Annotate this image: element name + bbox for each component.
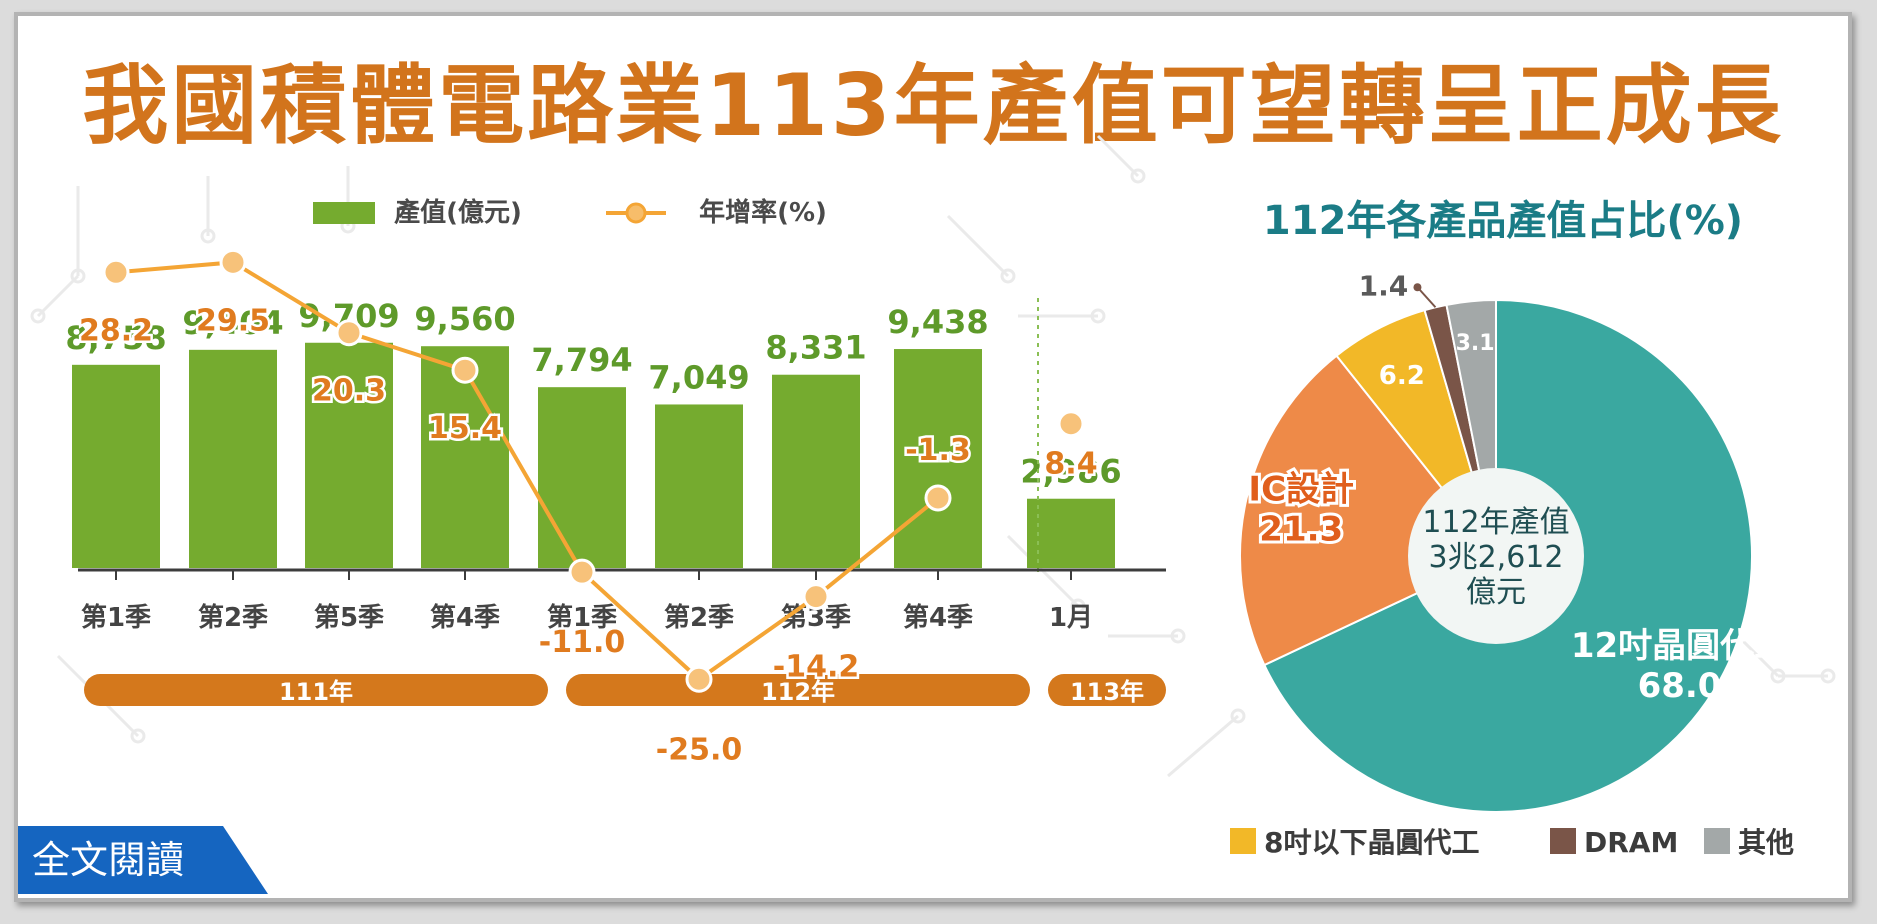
growth-rate-marker (219, 248, 247, 276)
year-band-label: 113年 (1070, 678, 1144, 706)
pie-legend-label: DRAM (1584, 826, 1678, 859)
x-tick-label: 第5季 (314, 602, 384, 633)
pie-slice-value: 21.3 (1259, 510, 1343, 550)
pie-legend-label: 8吋以下晶圓代工 (1264, 826, 1479, 859)
year-band-label: 112年 (761, 678, 835, 706)
bar (189, 349, 277, 568)
bar (655, 404, 743, 568)
circuit-node (200, 228, 216, 244)
pie-center-text: 112年產值 (1422, 505, 1569, 540)
circuit-trace (36, 274, 80, 318)
circuit-node (130, 728, 146, 744)
legend-line-label: 年增率(%) (699, 197, 827, 228)
circuit-trace (1167, 714, 1239, 778)
bar (894, 349, 982, 568)
growth-rate-marker (924, 484, 952, 512)
pie-center-text: 3兆2,612 (1429, 540, 1564, 575)
read-full-text-button[interactable]: 全文閱讀 (18, 826, 268, 894)
year-band (1048, 674, 1166, 706)
bar-value-label: 9,438 (887, 303, 988, 341)
growth-rate-label: -14.2 (773, 650, 859, 685)
growth-rate-label: 15.4 (428, 411, 502, 446)
year-band (566, 674, 1030, 706)
x-tick-label: 第4季 (903, 602, 973, 633)
pie-leader-line (1416, 286, 1437, 308)
bar-value-label: 7,049 (648, 358, 749, 396)
bar-value-label: 9,560 (414, 300, 515, 338)
bar (772, 374, 860, 568)
growth-rate-marker (335, 319, 363, 347)
x-tick-label: 第2季 (664, 602, 734, 633)
growth-rate-marker (451, 356, 479, 384)
growth-rate-marker (802, 583, 830, 611)
circuit-node (1070, 598, 1086, 614)
circuit-node (1230, 708, 1246, 724)
circuit-trace (946, 214, 1010, 278)
pie-center-text: 億元 (1466, 575, 1526, 610)
bar-value-label: 8,758 (65, 319, 166, 357)
growth-rate-marker (568, 558, 596, 586)
growth-rate-marker (102, 258, 130, 286)
pie-slice-value: 6.2 (1379, 361, 1425, 391)
circuit-node (1000, 268, 1016, 284)
x-tick-label: 第1季 (547, 602, 617, 633)
year-band-label: 111年 (279, 678, 353, 706)
growth-rate-label: 29.5 (196, 303, 270, 338)
x-tick-label: 第2季 (198, 602, 268, 633)
circuit-node (1170, 628, 1186, 644)
circuit-node (70, 268, 86, 284)
growth-rate-label: 8.4 (1044, 447, 1097, 482)
pie-slice-value: 68.0 (1638, 666, 1722, 706)
legend-line-marker (625, 202, 647, 224)
pie-leader-dot (1413, 283, 1422, 292)
bar (72, 364, 160, 568)
bar-value-label: 8,331 (765, 329, 866, 367)
pie-legend-swatch (1550, 828, 1576, 854)
pie-slice-value: 1.4 (1359, 269, 1409, 302)
legend-bar-swatch (313, 202, 375, 224)
pie-slice-name: 12吋晶圓代工 (1571, 626, 1788, 666)
bar (305, 342, 393, 568)
pie-center-hole (1408, 468, 1584, 644)
circuit-node (30, 308, 46, 324)
pie-slice-value: 3.1 (1456, 331, 1495, 356)
circuit-node (1130, 168, 1146, 184)
growth-rate-label: 28.2 (79, 313, 153, 348)
bar (538, 387, 626, 568)
pie-legend-swatch (1230, 828, 1256, 854)
pie-slice (1239, 354, 1498, 667)
infographic-frame: 我國積體電路業113年產值可望轉呈正成長 產值(億元) 年增率(%) 8,758 9,… (14, 12, 1852, 902)
growth-rate-marker (1057, 410, 1085, 438)
page-title: 我國積體電路業113年產值可望轉呈正成長 (82, 56, 1784, 156)
circuit-trace (1096, 134, 1140, 178)
bar (1027, 498, 1115, 568)
growth-rate-line (115, 260, 940, 682)
pie-slice-name: IC設計 (1248, 470, 1354, 510)
pie-legend-label: 其他 (1738, 826, 1794, 859)
year-band (84, 674, 548, 706)
growth-rate-label: 20.3 (312, 374, 386, 409)
x-tick-label: 1月 (1049, 603, 1093, 633)
pie-legend-swatch (1704, 828, 1730, 854)
x-tick-label: 第1季 (81, 602, 151, 633)
circuit-node (1090, 308, 1106, 324)
circuit-node (1820, 668, 1836, 684)
bar-value-label: 9,404 (182, 304, 283, 342)
growth-rate-label: -11.0 (539, 625, 625, 660)
growth-rate-label: -1.3 (905, 433, 971, 468)
pie-title: 112年各產品產值占比(%) (1263, 198, 1743, 244)
bar-value-label: 7,794 (531, 341, 632, 379)
growth-rate-label: -25.0 (656, 732, 742, 767)
legend-bar-label: 產值(億元) (394, 197, 522, 228)
circuit-background (30, 134, 1836, 798)
x-tick-label: 第4季 (430, 602, 500, 633)
growth-rate-marker (685, 665, 713, 693)
